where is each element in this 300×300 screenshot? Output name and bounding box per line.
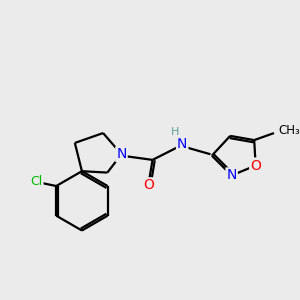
- Text: Cl: Cl: [30, 175, 43, 188]
- Text: N: N: [226, 168, 237, 182]
- Text: H: H: [171, 128, 179, 137]
- Text: O: O: [250, 158, 261, 172]
- Text: N: N: [116, 147, 127, 161]
- Text: CH₃: CH₃: [278, 124, 300, 137]
- Text: O: O: [143, 178, 154, 192]
- Text: N: N: [177, 137, 188, 152]
